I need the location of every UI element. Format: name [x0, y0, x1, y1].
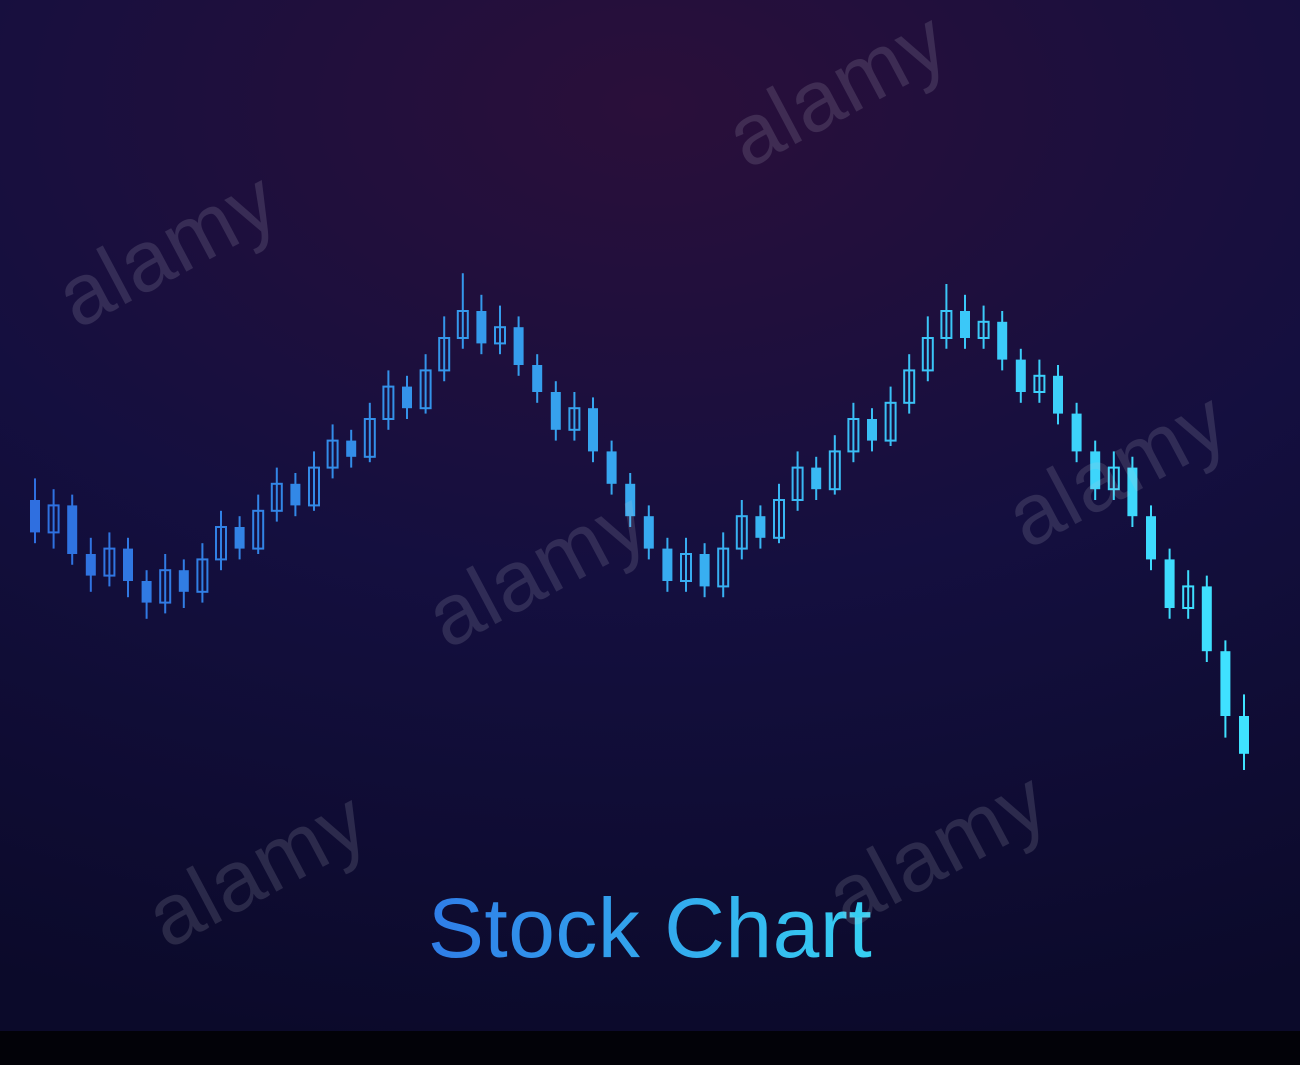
candle-body: [532, 365, 542, 392]
candle-body: [867, 419, 877, 441]
candle-body: [811, 468, 821, 490]
candle-body: [1090, 451, 1100, 489]
candle-body: [1146, 516, 1156, 559]
candle-body: [755, 516, 765, 538]
candle-body: [402, 387, 412, 409]
candlestick-chart: [30, 230, 1270, 770]
candle-body: [346, 441, 356, 457]
candle-body: [644, 516, 654, 548]
candle-body: [551, 392, 561, 430]
candle-body: [588, 408, 598, 451]
candle-body: [1016, 360, 1026, 392]
candle-body: [607, 451, 617, 483]
candle-body: [235, 527, 245, 549]
candle-body: [290, 484, 300, 506]
candle-body: [67, 505, 77, 554]
candle-body: [1239, 716, 1249, 754]
candle-body: [86, 554, 96, 576]
candle-body: [179, 570, 189, 592]
candle-body: [997, 322, 1007, 360]
candle-body: [1053, 376, 1063, 414]
candle-body: [1072, 414, 1082, 452]
candle-body: [700, 554, 710, 586]
candle-body: [30, 500, 40, 532]
candle-body: [123, 549, 133, 581]
chart-title: Stock Chart: [428, 880, 872, 977]
candle-body: [960, 311, 970, 338]
candle-body: [514, 327, 524, 365]
candle-body: [1127, 468, 1137, 517]
candle-body: [662, 549, 672, 581]
candle-body: [1202, 586, 1212, 651]
candle-body: [142, 581, 152, 603]
bottom-bar: [0, 1031, 1300, 1065]
candle-body: [1165, 559, 1175, 608]
candle-body: [476, 311, 486, 343]
candle-body: [625, 484, 635, 516]
candle-body: [1220, 651, 1230, 716]
